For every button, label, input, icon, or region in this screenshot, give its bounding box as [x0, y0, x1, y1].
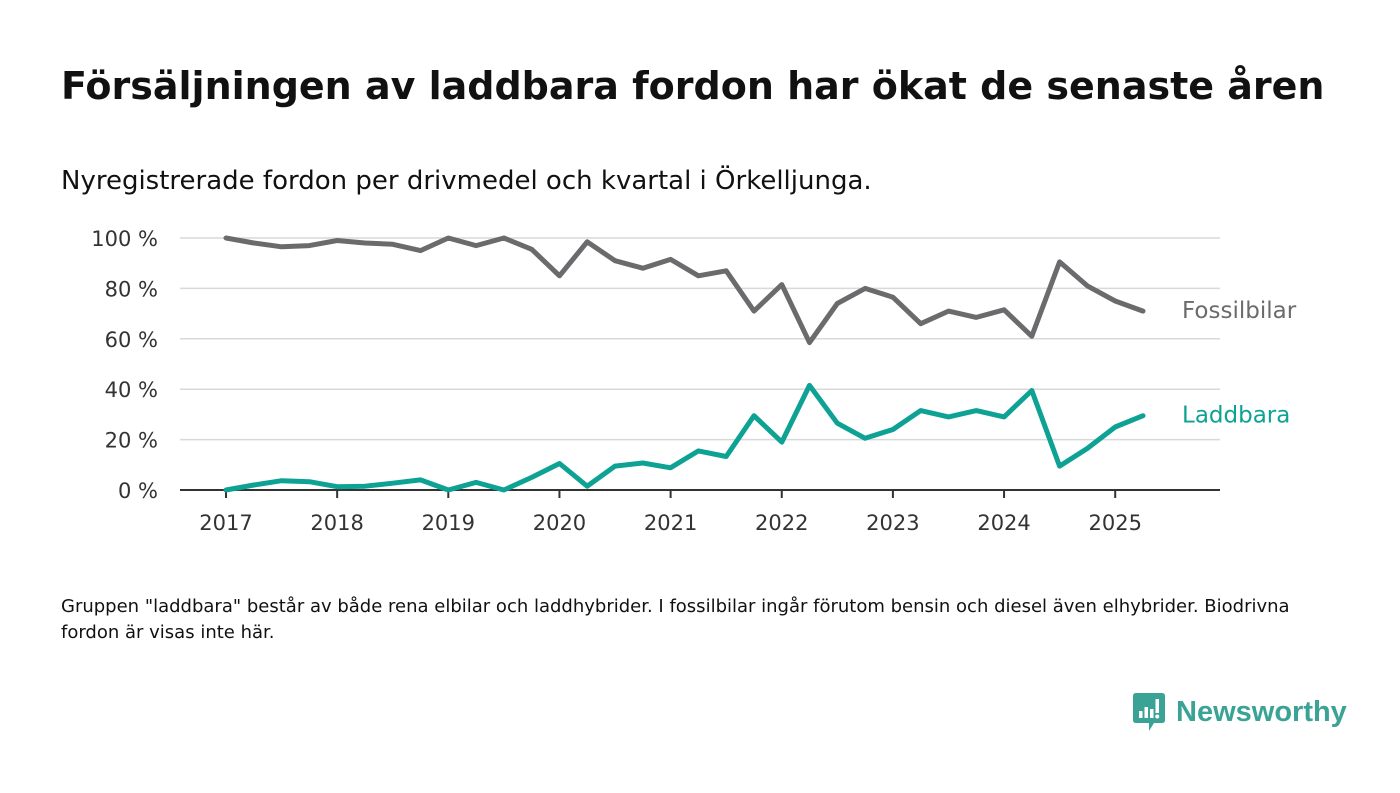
y-tick-label: 40 %: [105, 378, 158, 402]
gridlines: [180, 237, 1220, 441]
x-tick-label: 2020: [533, 511, 586, 535]
x-tick-label: 2018: [310, 511, 363, 535]
x-tick-label: 2021: [644, 511, 697, 535]
series-labels: Fossilbilar Laddbara: [1182, 298, 1297, 429]
y-tick-label: 80 %: [105, 277, 158, 301]
y-tick-label: 0 %: [118, 479, 158, 503]
line-chart: 0 % 20 % 40 % 60 % 80 % 100 % 2017 2018 2019 202…: [91, 227, 1297, 535]
x-tick-label: 2024: [977, 511, 1030, 535]
series-line-fossilbilar: [223, 235, 1146, 346]
x-tick-label: 2019: [422, 511, 475, 535]
series-label-laddbara: Laddbara: [1182, 403, 1290, 429]
y-tick-label: 60 %: [105, 328, 158, 352]
brand-name: Newsworthy: [1176, 695, 1347, 728]
y-tick-label: 100 %: [91, 227, 158, 251]
newsworthy-logo-icon: [1133, 693, 1165, 731]
y-tick-label: 20 %: [105, 429, 158, 453]
series-line-laddbara: [223, 382, 1146, 493]
x-tick-label: 2023: [866, 511, 919, 535]
x-tick-label: 2022: [755, 511, 808, 535]
y-axis-ticks: 0 % 20 % 40 % 60 % 80 % 100 %: [91, 227, 158, 503]
footnote: Gruppen "laddbara" består av både rena e…: [61, 596, 1290, 643]
series-label-fossilbilar: Fossilbilar: [1182, 298, 1297, 324]
x-tick-label: 2017: [199, 511, 252, 535]
newsworthy-logo: Newsworthy: [1132, 691, 1347, 733]
chart-subtitle: Nyregistrerade fordon per drivmedel och …: [61, 166, 872, 196]
series-lines: [223, 235, 1146, 493]
x-axis-ticks: 2017 2018 2019 2020 2021 2022 2023 2024 2025: [199, 490, 1142, 535]
x-tick-label: 2025: [1088, 511, 1141, 535]
chart-title: Försäljningen av laddbara fordon har öka…: [61, 64, 1325, 108]
